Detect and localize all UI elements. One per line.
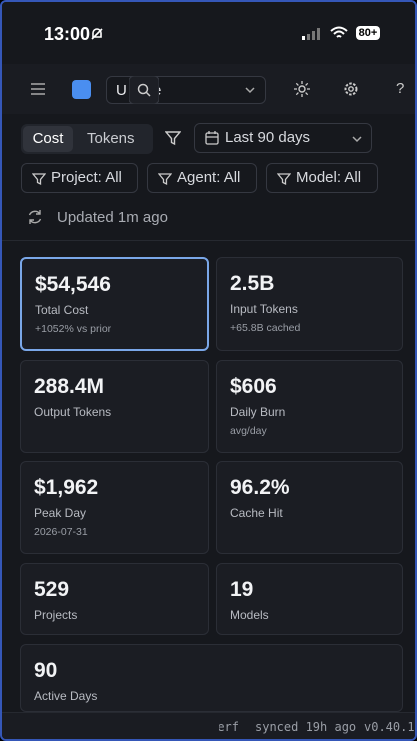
stat-subtext: 2026-07-31 [34, 526, 88, 538]
filter-bar: Cost Tokens Last 90 days Project: All Ag… [2, 114, 415, 241]
theme-button[interactable] [294, 81, 310, 97]
refresh-button[interactable] [27, 209, 43, 225]
stat-label: Active Days [34, 689, 98, 703]
filter-icon [277, 173, 291, 186]
help-button[interactable]: ? [396, 80, 405, 97]
stat-label: Projects [34, 608, 78, 622]
stat-card[interactable]: $606 Daily Burn avg/day [216, 360, 403, 453]
stat-card[interactable]: 90 Active Days [20, 644, 403, 712]
stat-card[interactable]: 288.4M Output Tokens [20, 360, 209, 453]
menu-button[interactable] [30, 82, 46, 96]
filter-icon [32, 173, 46, 186]
date-range-select[interactable]: Last 90 days [194, 123, 372, 153]
status-bar: 13:00 80+ [2, 2, 415, 64]
clock: 13:00 [44, 24, 91, 44]
stat-subtext: +1052% vs prior [35, 323, 112, 335]
sync-status: synced 19h ago [255, 720, 357, 734]
stat-value: $1,962 [34, 476, 99, 499]
stat-label: Output Tokens [34, 405, 112, 419]
signal-icon [302, 28, 320, 40]
filter-icon[interactable] [165, 130, 181, 146]
stat-card[interactable]: 19 Models [216, 563, 403, 635]
settings-button[interactable] [343, 81, 359, 97]
stat-card[interactable]: $1,962 Peak Day 2026-07-31 [20, 461, 209, 554]
stat-label: Cache Hit [230, 506, 283, 520]
toggle-cost[interactable]: Cost [23, 126, 73, 152]
footer: Perf synced 19h ago v0.40.1 [2, 712, 415, 739]
chevron [352, 136, 362, 143]
project-select[interactable]: U e [106, 76, 266, 104]
stat-label: Peak Day [34, 506, 87, 520]
updated-text: Updated 1m ago [57, 209, 168, 226]
stat-card[interactable]: $54,546 Total Cost +1052% vs prior [20, 257, 209, 351]
stat-card[interactable]: 529 Projects [20, 563, 209, 635]
stat-subtext: avg/day [230, 425, 267, 437]
footer-link[interactable]: Perf [219, 720, 239, 734]
select-text: U [116, 82, 127, 99]
version: v0.40.1 [364, 720, 415, 734]
filter-icon [158, 173, 172, 186]
filter-text: Project: All [51, 169, 122, 186]
toggle-tokens[interactable]: Tokens [87, 130, 135, 147]
wifi-icon [330, 26, 348, 38]
stat-subtext: +65.8B cached [230, 322, 301, 334]
model-filter[interactable]: Model: All [266, 163, 378, 193]
filter-text: Model: All [296, 169, 362, 186]
stat-label: Total Cost [35, 303, 89, 317]
stat-value: 96.2% [230, 476, 290, 499]
metric-toggle: Cost Tokens [21, 124, 153, 154]
calendar-icon [205, 131, 219, 145]
stat-value: $54,546 [35, 273, 111, 296]
stat-value: 288.4M [34, 375, 105, 398]
chevron [245, 87, 255, 94]
mute-icon [91, 28, 103, 40]
stat-card[interactable]: 2.5B Input Tokens +65.8B cached [216, 257, 403, 351]
stat-card[interactable]: 96.2% Cache Hit [216, 461, 403, 554]
stat-label: Input Tokens [230, 302, 298, 316]
stat-label: Daily Burn [230, 405, 286, 419]
stat-value: 19 [230, 578, 254, 601]
battery: 80+ [356, 26, 380, 40]
stat-value: 2.5B [230, 272, 275, 295]
filter-text: Agent: All [177, 169, 241, 186]
stat-label: Models [230, 608, 269, 622]
header: U e ? [2, 64, 415, 115]
date-range-text: Last 90 days [225, 129, 311, 146]
agent-filter[interactable]: Agent: All [147, 163, 257, 193]
stat-value: 90 [34, 659, 58, 682]
stat-value: 529 [34, 578, 70, 601]
search-overlay[interactable] [129, 76, 159, 104]
project-filter[interactable]: Project: All [21, 163, 138, 193]
stat-value: $606 [230, 375, 277, 398]
logo [72, 80, 91, 99]
